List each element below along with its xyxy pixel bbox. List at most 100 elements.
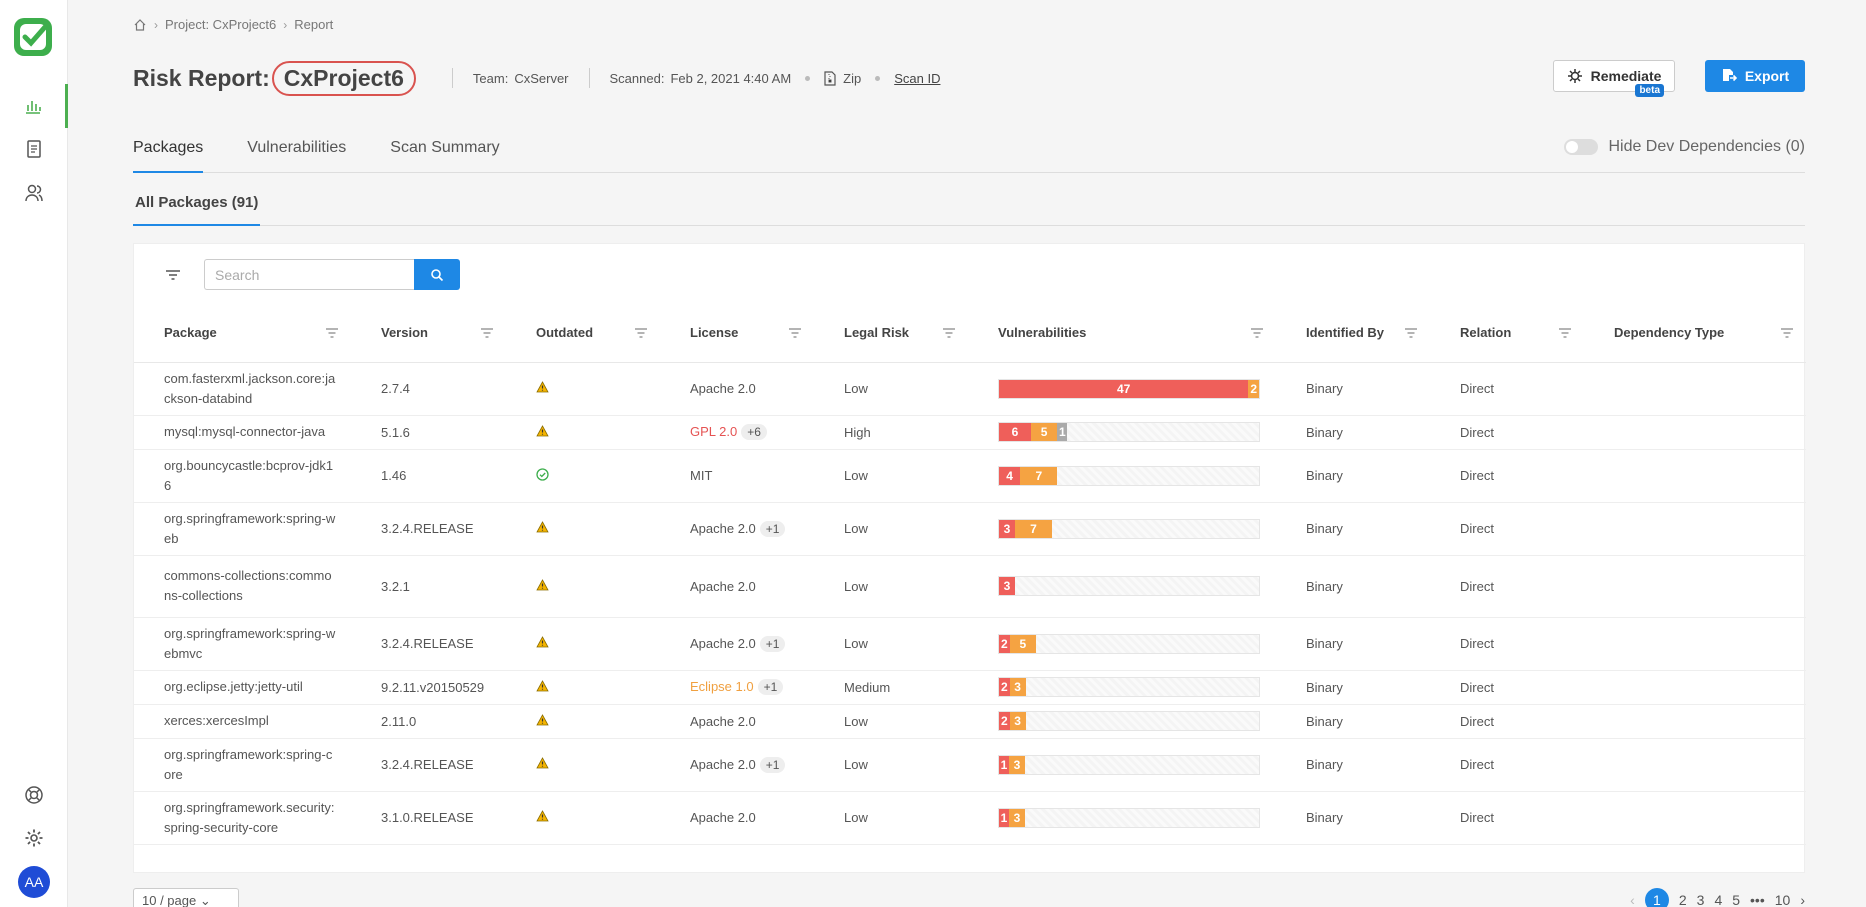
nav-reports[interactable]	[0, 127, 68, 171]
package-name[interactable]: com.fasterxml.jackson.core:jackson-datab…	[134, 362, 351, 416]
package-name[interactable]: commons-collections:commons-collections	[134, 555, 351, 618]
search-input[interactable]	[204, 259, 414, 290]
license-more-badge[interactable]: +1	[759, 635, 786, 652]
column-header[interactable]: Dependency Type	[1584, 304, 1806, 363]
column-header[interactable]: Identified By	[1276, 304, 1430, 363]
column-filter-icon[interactable]	[942, 326, 956, 340]
vulnerability-bar[interactable]: 3	[998, 576, 1260, 596]
column-header[interactable]: Outdated	[506, 304, 660, 363]
column-header[interactable]: Relation	[1430, 304, 1584, 363]
check-circle-icon	[536, 467, 549, 481]
checkmarx-logo[interactable]	[12, 16, 54, 58]
page-10[interactable]: 10	[1774, 892, 1791, 907]
warning-icon	[536, 713, 549, 725]
page-ellipsis[interactable]: •••	[1750, 892, 1765, 907]
identified-by: Binary	[1276, 362, 1430, 416]
package-name[interactable]: org.springframework:spring-core	[134, 738, 351, 792]
user-avatar[interactable]: AA	[18, 866, 50, 898]
column-filter-icon[interactable]	[1250, 326, 1264, 340]
hide-dev-toggle[interactable]	[1564, 139, 1599, 155]
table-row[interactable]: org.springframework:spring-web 3.2.4.RELE…	[134, 502, 1806, 556]
table-row[interactable]: org.springframework:spring-webmvc 3.2.4.R…	[134, 617, 1806, 671]
package-name[interactable]: org.springframework:spring-web	[134, 502, 351, 556]
column-header[interactable]: Vulnerabilities	[968, 304, 1276, 363]
tab-scan-summary[interactable]: Scan Summary	[390, 139, 500, 156]
package-name[interactable]: org.eclipse.jetty:jetty-util	[134, 670, 351, 705]
license-cell: GPL 2.0 +6	[660, 415, 814, 450]
home-icon[interactable]	[133, 18, 147, 32]
table-row[interactable]: org.bouncycastle:bcprov-jdk16 1.46 MIT Low 4…	[134, 449, 1806, 503]
tab-packages[interactable]: Packages	[133, 130, 204, 173]
license-more-badge[interactable]: +1	[759, 520, 786, 537]
breadcrumb-project[interactable]: Project: CxProject6	[165, 17, 277, 32]
column-filter-icon[interactable]	[634, 326, 648, 340]
page-4[interactable]: 4	[1714, 892, 1723, 907]
page-2[interactable]: 2	[1678, 892, 1687, 907]
page-5[interactable]: 5	[1732, 892, 1741, 907]
tab-vulnerabilities[interactable]: Vulnerabilities	[247, 139, 347, 156]
license-more-badge[interactable]: +1	[757, 679, 784, 695]
package-name[interactable]: org.springframework.security:spring-secu…	[134, 791, 351, 845]
report-icon	[27, 140, 41, 158]
license-more-badge[interactable]: +1	[759, 756, 786, 773]
column-filter-icon[interactable]	[1404, 326, 1418, 340]
nav-dashboard[interactable]	[0, 84, 68, 128]
page-header: Risk Report: CxProject6 Team: CxServer S…	[133, 60, 1805, 97]
remediate-button[interactable]: Remediate beta	[1553, 60, 1675, 97]
license-cell: Apache 2.0	[660, 704, 814, 739]
column-filter-icon[interactable]	[1558, 326, 1572, 340]
filter-icon[interactable]	[164, 266, 182, 284]
vulnerability-high-segment: 1	[999, 755, 1009, 774]
search-button[interactable]	[414, 259, 460, 290]
column-filter-icon[interactable]	[1780, 326, 1794, 340]
package-name[interactable]: org.bouncycastle:bcprov-jdk16	[134, 449, 351, 503]
page-size-select[interactable]: 10 / page ⌄	[133, 888, 239, 907]
warning-icon	[536, 578, 549, 590]
identified-by: Binary	[1276, 449, 1430, 503]
legal-risk: Low	[814, 738, 968, 792]
license-more-badge[interactable]: +6	[741, 424, 767, 440]
page-1[interactable]: 1	[1644, 888, 1669, 907]
subtab-all-packages[interactable]: All Packages (91)	[133, 186, 261, 226]
nav-support[interactable]	[0, 773, 68, 817]
package-name[interactable]: org.springframework:spring-webmvc	[134, 617, 351, 671]
table-row[interactable]: org.springframework:spring-core 3.2.4.REL…	[134, 738, 1806, 792]
column-header[interactable]: Legal Risk	[814, 304, 968, 363]
prev-page-icon[interactable]: ‹	[1630, 892, 1635, 907]
table-row[interactable]: org.springframework.security:spring-secu…	[134, 791, 1806, 845]
vulnerability-bar[interactable]: 47 2	[998, 378, 1260, 399]
export-button[interactable]: Export	[1705, 60, 1805, 92]
table-row[interactable]: org.eclipse.jetty:jetty-util 9.2.11.v2015…	[134, 670, 1806, 705]
column-header[interactable]: Package	[134, 304, 351, 363]
nav-users[interactable]	[0, 171, 68, 215]
nav-settings[interactable]	[0, 816, 68, 860]
page-3[interactable]: 3	[1696, 892, 1705, 907]
table-row[interactable]: mysql:mysql-connector-java 5.1.6 GPL 2.0 +6…	[134, 415, 1806, 450]
column-header[interactable]: License	[660, 304, 814, 363]
package-version: 3.2.4.RELEASE	[351, 617, 506, 671]
table-row[interactable]: com.fasterxml.jackson.core:jackson-datab…	[134, 362, 1806, 416]
package-name[interactable]: mysql:mysql-connector-java	[134, 415, 351, 450]
table-row[interactable]: commons-collections:commons-collections 3…	[134, 555, 1806, 618]
table-row[interactable]: xerces:xercesImpl 2.11.0 Apache 2.0 Low 2 3 Bi…	[134, 704, 1806, 739]
outdated-status	[506, 791, 660, 845]
dependency-type	[1584, 555, 1806, 618]
package-name[interactable]: xerces:xercesImpl	[134, 704, 351, 739]
vulnerability-medium-segment: 5	[1009, 634, 1037, 653]
column-filter-icon[interactable]	[788, 326, 802, 340]
column-filter-icon[interactable]	[325, 326, 339, 340]
column-header[interactable]: Version	[351, 304, 506, 363]
next-page-icon[interactable]: ›	[1800, 892, 1805, 907]
dependency-type	[1584, 415, 1806, 450]
column-filter-icon[interactable]	[480, 326, 494, 340]
scan-id-link[interactable]: Scan ID	[894, 70, 941, 86]
